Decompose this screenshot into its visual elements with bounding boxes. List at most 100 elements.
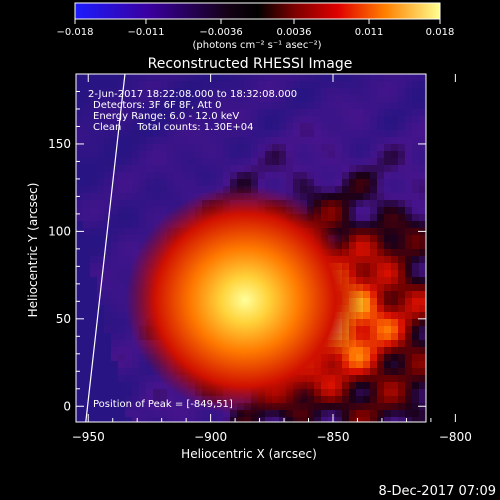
heatmap-cell <box>111 270 118 277</box>
heatmap-cell <box>244 109 251 116</box>
heatmap-cell <box>328 403 335 410</box>
heatmap-cell <box>111 396 118 403</box>
heatmap-cell <box>377 403 384 410</box>
heatmap-cell <box>153 109 160 116</box>
heatmap-cell <box>111 263 118 270</box>
heatmap-cell <box>258 102 265 109</box>
heatmap-cell <box>356 109 363 116</box>
heatmap-cell <box>160 130 167 137</box>
heatmap-cell <box>370 235 377 242</box>
heatmap-cell <box>76 200 83 207</box>
heatmap-cell <box>146 368 153 375</box>
heatmap-cell <box>76 249 83 256</box>
heatmap-cell <box>328 193 335 200</box>
heatmap-cell <box>328 186 335 193</box>
heatmap-cell <box>118 347 125 354</box>
heatmap-cell <box>412 74 419 81</box>
heatmap-cell <box>335 410 342 417</box>
heatmap-cell <box>335 382 342 389</box>
heatmap-cell <box>90 95 97 102</box>
heatmap-cell <box>419 382 426 389</box>
heatmap-cell <box>244 158 251 165</box>
heatmap-cell <box>279 74 286 81</box>
heatmap-cell <box>237 172 244 179</box>
heatmap-cell <box>328 200 335 207</box>
heatmap-cell <box>419 347 426 354</box>
heatmap-cell <box>349 214 356 221</box>
heatmap-cell <box>398 81 405 88</box>
heatmap-cell <box>174 193 181 200</box>
heatmap-cell <box>314 172 321 179</box>
heatmap-cell <box>342 102 349 109</box>
heatmap-cell <box>370 340 377 347</box>
heatmap-cell <box>202 130 209 137</box>
heatmap-cell <box>405 277 412 284</box>
heatmap-cell <box>391 256 398 263</box>
heatmap-cell <box>335 109 342 116</box>
heatmap-cell <box>377 284 384 291</box>
heatmap-cell <box>314 403 321 410</box>
heatmap-cell <box>405 102 412 109</box>
heatmap-cell <box>412 116 419 123</box>
heatmap-cell <box>76 165 83 172</box>
heatmap-cell <box>258 179 265 186</box>
heatmap-cell <box>391 81 398 88</box>
heatmap-cell <box>370 144 377 151</box>
heatmap-cell <box>90 130 97 137</box>
heatmap-cell <box>412 179 419 186</box>
heatmap-cell <box>412 312 419 319</box>
heatmap-cell <box>391 312 398 319</box>
heatmap-cell <box>405 298 412 305</box>
heatmap-cell <box>370 165 377 172</box>
heatmap-cell <box>419 340 426 347</box>
heatmap-cell <box>293 417 300 422</box>
heatmap-cell <box>307 102 314 109</box>
heatmap-cell <box>419 361 426 368</box>
heatmap-cell <box>111 123 118 130</box>
heatmap-cell <box>349 375 356 382</box>
heatmap-cell <box>167 88 174 95</box>
heatmap-cell <box>125 102 132 109</box>
heatmap-cell <box>104 256 111 263</box>
heatmap-cell <box>188 137 195 144</box>
heatmap-cell <box>377 88 384 95</box>
heatmap-cell <box>349 410 356 417</box>
heatmap-cell <box>286 81 293 88</box>
heatmap-cell <box>90 333 97 340</box>
heatmap-cell <box>391 186 398 193</box>
heatmap-cell <box>314 95 321 102</box>
heatmap-cell <box>83 284 90 291</box>
heatmap-cell <box>335 116 342 123</box>
heatmap-cell <box>279 144 286 151</box>
heatmap-cell <box>412 291 419 298</box>
heatmap-cell <box>356 235 363 242</box>
heatmap-cell <box>111 228 118 235</box>
heatmap-cell <box>377 256 384 263</box>
heatmap-cell <box>125 95 132 102</box>
heatmap-cell <box>356 361 363 368</box>
heatmap-cell <box>384 319 391 326</box>
heatmap-cell <box>349 158 356 165</box>
heatmap-cell <box>405 228 412 235</box>
heatmap-cell <box>90 256 97 263</box>
heatmap-cell <box>139 158 146 165</box>
heatmap-cell <box>384 305 391 312</box>
heatmap-cell <box>76 95 83 102</box>
heatmap-cell <box>405 326 412 333</box>
heatmap-cell <box>307 137 314 144</box>
heatmap-cell <box>146 186 153 193</box>
heatmap-cell <box>293 151 300 158</box>
heatmap-cell <box>328 88 335 95</box>
heatmap-cell <box>174 396 181 403</box>
heatmap-cell <box>139 179 146 186</box>
heatmap-cell <box>167 95 174 102</box>
heatmap-cell <box>132 417 139 422</box>
heatmap-cell <box>230 137 237 144</box>
heatmap-cell <box>83 123 90 130</box>
heatmap-cell <box>76 116 83 123</box>
heatmap-cell <box>174 151 181 158</box>
heatmap-cell <box>328 116 335 123</box>
heatmap-cell <box>272 158 279 165</box>
heatmap-cell <box>405 368 412 375</box>
heatmap-cell <box>83 368 90 375</box>
